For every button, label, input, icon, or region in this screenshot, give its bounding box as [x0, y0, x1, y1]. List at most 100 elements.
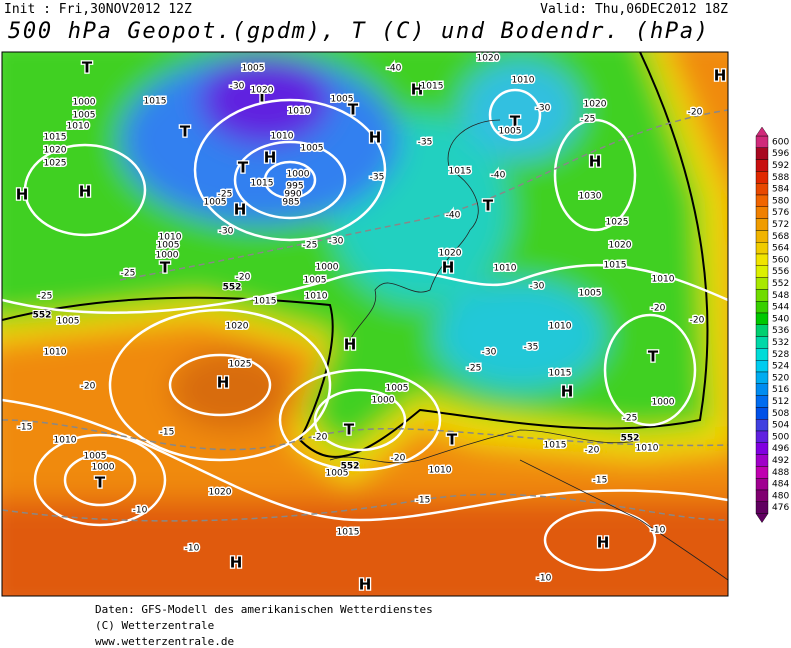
isobar-label: 1000 [316, 263, 339, 273]
temperature-label: -25 [623, 414, 638, 424]
map-labels: H HTTTHTHHTHTHTTHHHTTHHTHHTH1020102510101… [14, 52, 727, 595]
contour-label: 552 [33, 311, 52, 321]
isobar-label: 1015 [254, 297, 277, 307]
isobar-label: 1000 [73, 98, 96, 108]
pressure-center: T [348, 101, 359, 119]
colorbar-swatch [755, 489, 769, 503]
colorbar-label: 516 [772, 385, 789, 395]
isobar-label: 1015 [337, 528, 360, 538]
colorbar-swatch [755, 454, 769, 467]
isobar-label: 1010 [636, 444, 659, 454]
contour-label: 552 [621, 434, 640, 444]
isobar-label: 1010 [159, 233, 182, 243]
colorbar-swatch [755, 206, 769, 219]
isobar-label: 1025 [606, 218, 629, 228]
isobar-label: 1020 [251, 86, 274, 96]
colorbar-cap-top [755, 126, 769, 137]
colorbar-label: 492 [772, 456, 789, 466]
pressure-center: H [359, 576, 372, 594]
isobar-label: 1020 [44, 146, 67, 156]
colorbar-swatch [755, 218, 769, 231]
isobar-label: 1010 [549, 322, 572, 332]
temperature-label: -40 [491, 171, 506, 181]
colorbar-swatch [755, 336, 769, 349]
isobar-label: 1005 [242, 64, 265, 74]
colorbar-swatch [755, 277, 769, 290]
temperature-label: -25 [467, 364, 482, 374]
colorbar-label: 496 [772, 444, 789, 454]
pressure-center: H [714, 67, 727, 85]
temperature-label: -40 [387, 64, 402, 74]
isobar-label: 1010 [288, 107, 311, 117]
pressure-center: H [369, 129, 382, 147]
map [2, 52, 728, 596]
isobar-label: 1010 [494, 264, 517, 274]
colorbar-label: 560 [772, 255, 789, 265]
isobar-label: 1005 [386, 384, 409, 394]
colorbar-swatch [755, 312, 769, 326]
map-frame [1, 51, 729, 597]
pressure-center: T [82, 59, 93, 77]
colorbar-swatch [755, 395, 769, 408]
pressure-center: T [483, 197, 494, 215]
colorbar-label: 536 [772, 326, 789, 336]
isobar-label: 990 [284, 190, 301, 200]
colorbar-label: 500 [772, 432, 789, 442]
colorbar-swatch [755, 265, 769, 278]
coastlines [329, 119, 728, 581]
colorbar-swatch [755, 501, 769, 514]
colorbar-label: 556 [772, 267, 789, 277]
isobar-label: 1015 [44, 133, 67, 143]
isobar-label: 1000 [652, 398, 675, 408]
temperature-label: -30 [530, 282, 545, 292]
colorbar-label: 476 [772, 503, 789, 513]
pressure-center: T [510, 113, 521, 131]
colorbar-label: 484 [772, 480, 789, 490]
temperature-label: -10 [185, 544, 200, 554]
temperature-label: -20 [313, 433, 328, 443]
temperature-label: -35 [370, 173, 385, 183]
colorbar-cap-bottom [755, 513, 769, 523]
colorbar-swatch [755, 360, 769, 373]
isobar-label: 1010 [54, 436, 77, 446]
pressure-center: H [264, 149, 277, 167]
colorbar-label: 552 [772, 279, 789, 289]
isobar-label: 1000 [156, 251, 179, 261]
contour-552 [2, 52, 709, 458]
map-title: 500 hPa Geopot.(gpdm), T (C) und Bodendr… [8, 19, 708, 44]
colorbar-swatch [755, 442, 769, 455]
pressure-center: H [411, 81, 424, 99]
pressure-center: H [442, 259, 455, 277]
temperature-label: -15 [593, 476, 608, 486]
isobar-label: 1005 [326, 469, 349, 479]
temperature-label: -40 [446, 211, 461, 221]
isobar-label: 1010 [44, 348, 67, 358]
pressure-center: H [561, 383, 574, 401]
temperature-label: -20 [391, 454, 406, 464]
colorbar-swatch [755, 194, 769, 208]
temperature-label: -30 [536, 104, 551, 114]
isobar-label: 1020 [439, 249, 462, 259]
colorbar-label: 512 [772, 397, 789, 407]
colorbar-label: 540 [772, 314, 789, 324]
temperature-label: -30 [230, 82, 245, 92]
colorbar-label: 480 [772, 491, 789, 501]
isobar-label: 1015 [604, 261, 627, 271]
colorbar-label: 592 [772, 161, 789, 171]
colorbar-label: 524 [772, 362, 789, 372]
colorbar-swatch [755, 182, 769, 196]
pressure-center: H [234, 201, 247, 219]
isobar-label: 1005 [301, 144, 324, 154]
colorbar-swatch [755, 171, 769, 184]
pressure-center: H [16, 186, 29, 204]
height-field [2, 52, 728, 596]
temperature-label: -15 [416, 496, 431, 506]
colorbar-swatch [755, 419, 769, 432]
colorbar-label: 596 [772, 149, 789, 159]
pressure-center: H [217, 374, 230, 392]
colorbar-swatch [755, 478, 769, 491]
isobar-label: 1025 [229, 360, 252, 370]
pressure-center: H [589, 153, 602, 171]
isobar-label: 1015 [544, 441, 567, 451]
temperature-label: -30 [482, 348, 497, 358]
